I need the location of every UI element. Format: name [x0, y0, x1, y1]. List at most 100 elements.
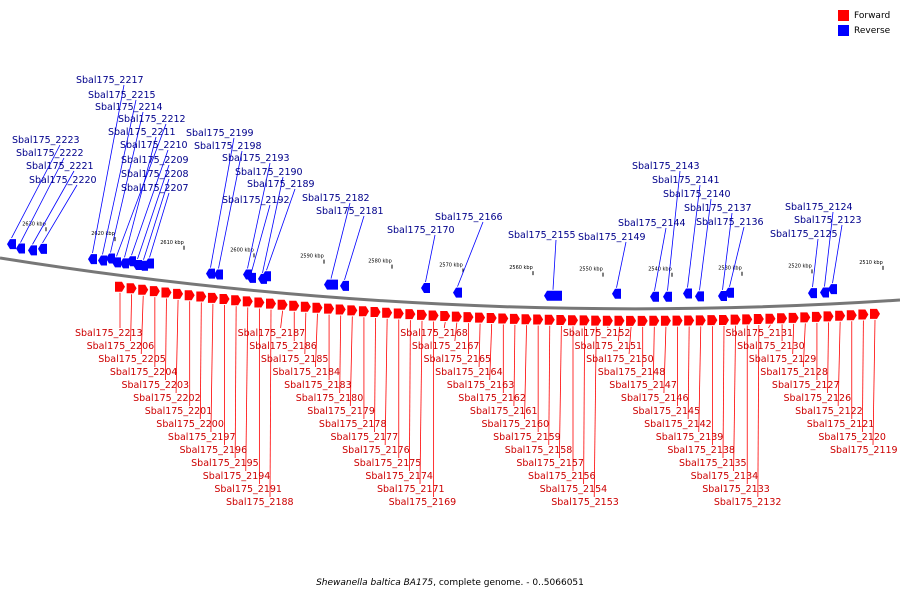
forward-gene-arrow[interactable] [300, 301, 311, 312]
reverse-gene-arrow[interactable] [98, 255, 107, 266]
reverse-gene-label[interactable]: Sbal175_2144 [618, 218, 686, 229]
reverse-gene-arrow[interactable] [88, 254, 97, 265]
forward-gene-arrow[interactable] [579, 315, 590, 326]
reverse-gene-arrow[interactable] [127, 256, 136, 267]
forward-gene-label[interactable]: Sbal175_2130 [737, 341, 805, 352]
forward-gene-label[interactable]: Sbal175_2132 [714, 497, 782, 508]
forward-gene-arrow[interactable] [115, 281, 125, 292]
reverse-gene-label[interactable]: Sbal175_2208 [121, 169, 189, 180]
forward-gene-arrow[interactable] [730, 314, 741, 325]
forward-gene-arrow[interactable] [521, 314, 532, 325]
reverse-gene-label[interactable]: Sbal175_2136 [696, 217, 764, 228]
forward-gene-arrow[interactable] [707, 315, 718, 326]
reverse-gene-label[interactable]: Sbal175_2143 [632, 161, 700, 172]
forward-gene-label[interactable]: Sbal175_2177 [331, 432, 399, 443]
reverse-gene-arrow[interactable] [145, 258, 154, 269]
forward-gene-arrow[interactable] [649, 315, 660, 326]
reverse-gene-label[interactable]: Sbal175_2141 [652, 175, 720, 186]
forward-gene-label[interactable]: Sbal175_2191 [214, 484, 282, 495]
reverse-gene-arrow[interactable] [133, 260, 142, 271]
forward-gene-label[interactable]: Sbal175_2142 [644, 419, 712, 430]
forward-gene-arrow[interactable] [231, 295, 242, 306]
forward-gene-arrow[interactable] [591, 315, 602, 326]
forward-gene-label[interactable]: Sbal175_2158 [505, 445, 573, 456]
forward-gene-label[interactable]: Sbal175_2185 [261, 354, 329, 365]
reverse-gene-label[interactable]: Sbal175_2155 [508, 230, 576, 241]
forward-gene-label[interactable]: Sbal175_2188 [226, 497, 294, 508]
reverse-gene-label[interactable]: Sbal175_2207 [121, 183, 189, 194]
reverse-gene-label[interactable]: Sbal175_2212 [118, 114, 186, 125]
forward-gene-label[interactable]: Sbal175_2127 [772, 380, 840, 391]
reverse-gene-arrow[interactable] [421, 283, 430, 294]
forward-gene-arrow[interactable] [753, 314, 764, 325]
forward-gene-arrow[interactable] [788, 312, 799, 323]
forward-gene-arrow[interactable] [695, 315, 706, 326]
reverse-gene-label[interactable]: Sbal175_2211 [108, 127, 176, 138]
forward-gene-arrow[interactable] [498, 313, 509, 324]
forward-gene-arrow[interactable] [475, 312, 486, 323]
forward-gene-label[interactable]: Sbal175_2147 [609, 380, 677, 391]
forward-gene-label[interactable]: Sbal175_2186 [249, 341, 317, 352]
reverse-gene-label[interactable]: Sbal175_2125 [770, 229, 838, 240]
forward-gene-label[interactable]: Sbal175_2120 [818, 432, 886, 443]
forward-gene-arrow[interactable] [846, 310, 857, 321]
forward-gene-arrow[interactable] [451, 311, 462, 322]
reverse-gene-arrow[interactable] [112, 257, 121, 268]
reverse-gene-arrow[interactable] [544, 290, 562, 301]
forward-gene-arrow[interactable] [486, 313, 497, 324]
forward-gene-arrow[interactable] [173, 288, 184, 299]
forward-gene-arrow[interactable] [277, 299, 288, 310]
reverse-gene-arrow[interactable] [663, 291, 672, 302]
reverse-gene-arrow[interactable] [7, 239, 16, 250]
forward-gene-arrow[interactable] [777, 313, 788, 324]
reverse-gene-arrow[interactable] [247, 272, 256, 283]
reverse-gene-label[interactable]: Sbal175_2124 [785, 202, 853, 213]
forward-gene-label[interactable]: Sbal175_2126 [784, 393, 852, 404]
reverse-gene-arrow[interactable] [808, 288, 817, 299]
reverse-gene-label[interactable]: Sbal175_2215 [88, 90, 156, 101]
forward-gene-label[interactable]: Sbal175_2121 [807, 419, 875, 430]
forward-gene-label[interactable]: Sbal175_2135 [679, 458, 747, 469]
forward-gene-label[interactable]: Sbal175_2171 [377, 484, 445, 495]
forward-gene-label[interactable]: Sbal175_2134 [691, 471, 759, 482]
reverse-gene-label[interactable]: Sbal175_2170 [387, 225, 455, 236]
forward-gene-label[interactable]: Sbal175_2161 [470, 406, 538, 417]
forward-gene-arrow[interactable] [870, 308, 880, 319]
forward-gene-label[interactable]: Sbal175_2159 [493, 432, 561, 443]
forward-gene-arrow[interactable] [242, 296, 253, 307]
forward-gene-arrow[interactable] [637, 315, 648, 326]
forward-gene-label[interactable]: Sbal175_2197 [168, 432, 236, 443]
forward-gene-label[interactable]: Sbal175_2205 [98, 354, 166, 365]
forward-gene-label[interactable]: Sbal175_2206 [87, 341, 155, 352]
reverse-gene-label[interactable]: Sbal175_2192 [222, 195, 290, 206]
reverse-gene-arrow[interactable] [695, 291, 704, 302]
reverse-gene-arrow[interactable] [38, 243, 47, 254]
reverse-gene-label[interactable]: Sbal175_2198 [194, 141, 262, 152]
forward-gene-label[interactable]: Sbal175_2119 [830, 445, 898, 456]
reverse-gene-label[interactable]: Sbal175_2214 [95, 102, 163, 113]
reverse-gene-arrow[interactable] [206, 268, 215, 279]
reverse-gene-label[interactable]: Sbal175_2217 [76, 75, 144, 86]
reverse-gene-arrow[interactable] [120, 258, 129, 269]
forward-gene-arrow[interactable] [568, 315, 578, 326]
reverse-gene-arrow[interactable] [106, 253, 115, 264]
forward-gene-label[interactable]: Sbal175_2153 [551, 497, 619, 508]
forward-gene-arrow[interactable] [858, 309, 869, 320]
forward-gene-label[interactable]: Sbal175_2146 [621, 393, 689, 404]
reverse-gene-arrow[interactable] [718, 290, 727, 301]
forward-gene-arrow[interactable] [254, 297, 265, 308]
forward-gene-arrow[interactable] [835, 310, 846, 321]
forward-gene-label[interactable]: Sbal175_2184 [272, 367, 340, 378]
forward-gene-label[interactable]: Sbal175_2165 [423, 354, 491, 365]
forward-gene-arrow[interactable] [533, 314, 544, 325]
forward-gene-label[interactable]: Sbal175_2128 [760, 367, 828, 378]
forward-gene-arrow[interactable] [660, 315, 671, 326]
forward-gene-arrow[interactable] [742, 314, 753, 325]
forward-gene-label[interactable]: Sbal175_2174 [365, 471, 433, 482]
reverse-gene-label[interactable]: Sbal175_2220 [29, 175, 97, 186]
forward-gene-label[interactable]: Sbal175_2162 [458, 393, 526, 404]
reverse-gene-label[interactable]: Sbal175_2190 [235, 167, 303, 178]
forward-gene-label[interactable]: Sbal175_2131 [725, 328, 793, 339]
forward-gene-label[interactable]: Sbal175_2187 [238, 328, 306, 339]
forward-gene-arrow[interactable] [614, 315, 625, 326]
